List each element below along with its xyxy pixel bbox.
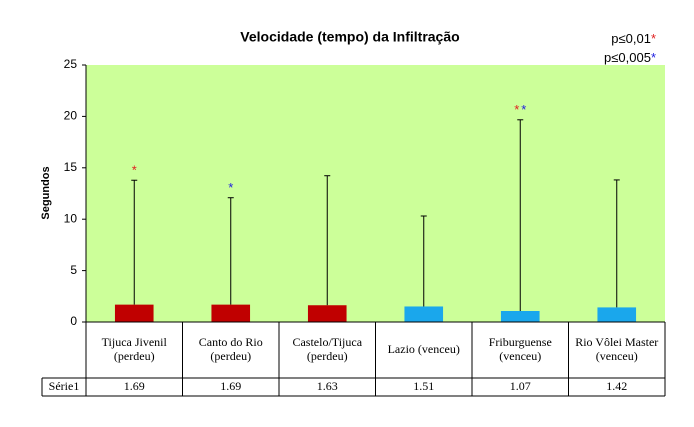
table-value: 1.69 [123,379,145,394]
chart-title: Velocidade (tempo) da Infiltração [240,29,459,45]
significance-mark: * [228,180,233,195]
legend-label: p≤0,01 [611,31,651,46]
y-tick-label: 15 [64,160,78,174]
x-tick-label: Lazio (venceu) [387,342,460,357]
table-value: 1.42 [606,379,628,394]
bar [597,307,637,322]
legend-label: p≤0,005 [604,50,651,65]
bar [500,311,540,322]
significance-mark: * [514,102,519,117]
x-tick-label-cell: Canto do Rio (perdeu) [198,335,263,363]
legend-mark: * [651,31,656,46]
y-axis-label: Segundos [40,166,52,219]
significance-legend: p≤0,005* [604,50,656,65]
bar [114,304,154,322]
table-value-cell: 1.51 [413,379,435,394]
series-name-cell: Série1 [48,379,80,394]
y-tick-label: 10 [64,211,78,225]
table-value: 1.51 [413,379,435,394]
x-tick-label-cell: Rio Vôlei Master (venceu) [575,335,659,363]
y-tick-label: 5 [70,263,77,277]
y-tick-label: 25 [64,57,78,71]
significance-mark: * [521,102,526,117]
x-tick-label-cell: Lazio (venceu) [387,342,460,357]
plot-area [86,65,665,322]
significance-legend: p≤0,01* [611,31,656,46]
x-tick-label-cell: Tijuca Jivenil (perdeu) [101,335,167,363]
legend-mark: * [651,50,656,65]
table-value-cell: 1.42 [606,379,628,394]
table-value-cell: 1.07 [509,379,531,394]
x-tick-label: Castelo/Tijuca (perdeu) [292,335,363,363]
x-tick-label: Tijuca Jivenil (perdeu) [101,335,167,363]
y-tick-label: 20 [64,109,78,123]
significance-mark: * [132,163,137,178]
y-tick-label: 0 [70,314,77,328]
table-value-cell: 1.69 [220,379,242,394]
bar [307,305,347,322]
table-value: 1.63 [316,379,338,394]
x-tick-label-cell: Castelo/Tijuca (perdeu) [292,335,363,363]
table-value: 1.69 [220,379,242,394]
table-value: 1.07 [509,379,531,394]
bar [211,304,251,322]
x-tick-label: Rio Vôlei Master (venceu) [575,335,659,363]
x-tick-label: Canto do Rio (perdeu) [198,335,263,363]
x-tick-label: Friburguense (venceu) [488,335,552,363]
bar [404,306,444,322]
x-tick-label-cell: Friburguense (venceu) [488,335,552,363]
table-value-cell: 1.69 [123,379,145,394]
table-value-cell: 1.63 [316,379,338,394]
series-name: Série1 [48,379,80,394]
